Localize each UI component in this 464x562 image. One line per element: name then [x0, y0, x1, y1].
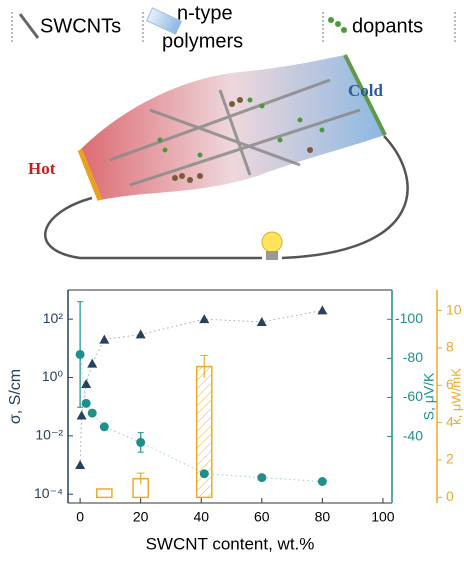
y3-tick-label: 2: [446, 451, 454, 467]
x-tick-label: 60: [254, 509, 270, 525]
circle-marker: [257, 473, 267, 483]
triangle-marker: [199, 314, 210, 324]
circle-marker: [99, 422, 109, 432]
triangle-marker: [87, 358, 98, 368]
x-tick-label: 40: [193, 509, 209, 525]
y2-tick-label: -100: [395, 310, 423, 326]
legend-label: n-type: [177, 2, 233, 24]
circle-marker: [87, 408, 97, 418]
legend-label: polymers: [162, 30, 243, 52]
hot-electrode: [77, 149, 103, 201]
y-tick-label: 10⁻⁴: [34, 485, 63, 501]
triangle-marker: [135, 329, 146, 339]
bar: [96, 488, 113, 499]
y3-tick-label: 0: [446, 488, 454, 504]
polymer-icon: [145, 7, 183, 35]
y3-tick-label: 4: [446, 413, 454, 429]
triangle-marker: [75, 460, 86, 470]
y-tick-label: 10⁰: [42, 368, 64, 384]
triangle-marker: [76, 410, 87, 420]
wire: [44, 135, 409, 260]
circle-marker: [136, 437, 146, 447]
dopant-icon: [328, 17, 347, 33]
bulb: [261, 231, 283, 253]
dopant-clusters: [172, 97, 313, 183]
x-tick-label: 100: [371, 509, 395, 525]
cold-electrode: [343, 54, 387, 136]
legend-label: SWCNTs: [40, 15, 121, 37]
x-tick-label: 80: [315, 509, 331, 525]
y3-tick-label: 10: [446, 301, 462, 317]
y3-tick-label: 8: [446, 339, 454, 355]
y3-tick-label: 6: [446, 376, 454, 392]
y2-tick-label: -80: [403, 349, 423, 365]
y-tick-label: 10²: [43, 310, 64, 326]
bulb-base: [266, 251, 278, 260]
y-axis-title: σ, S/cm: [7, 369, 24, 424]
triangle-marker: [317, 305, 328, 315]
circle-marker: [75, 349, 85, 359]
cold-label: Cold: [348, 81, 384, 100]
legend: SWCNTs n-type polymers dopants: [11, 2, 456, 52]
x-tick-label: 20: [133, 509, 149, 525]
x-axis-title: SWCNT content, wt.%: [146, 534, 315, 553]
triangle-marker: [81, 378, 92, 388]
circle-marker: [199, 469, 209, 479]
y2-axis-title: S, μV/K: [421, 372, 437, 420]
nanotubes: [109, 78, 361, 187]
hot-label: Hot: [28, 159, 56, 178]
y3-axis-title: κ, μW/mK: [448, 368, 463, 425]
circle-marker: [317, 477, 327, 487]
illustration: Hot Cold: [28, 54, 409, 260]
connector-line: [79, 309, 323, 466]
x-tick-label: 0: [76, 509, 84, 525]
triangle-marker: [256, 317, 267, 327]
y2-tick-label: -40: [403, 427, 423, 443]
swcnt-icon: [18, 13, 40, 39]
y2-tick-label: -60: [403, 388, 423, 404]
circle-marker: [81, 398, 91, 408]
y-tick-label: 10⁻²: [35, 427, 63, 443]
dopants: [157, 97, 325, 158]
triangle-marker: [99, 334, 110, 344]
legend-label: dopants: [352, 15, 423, 37]
